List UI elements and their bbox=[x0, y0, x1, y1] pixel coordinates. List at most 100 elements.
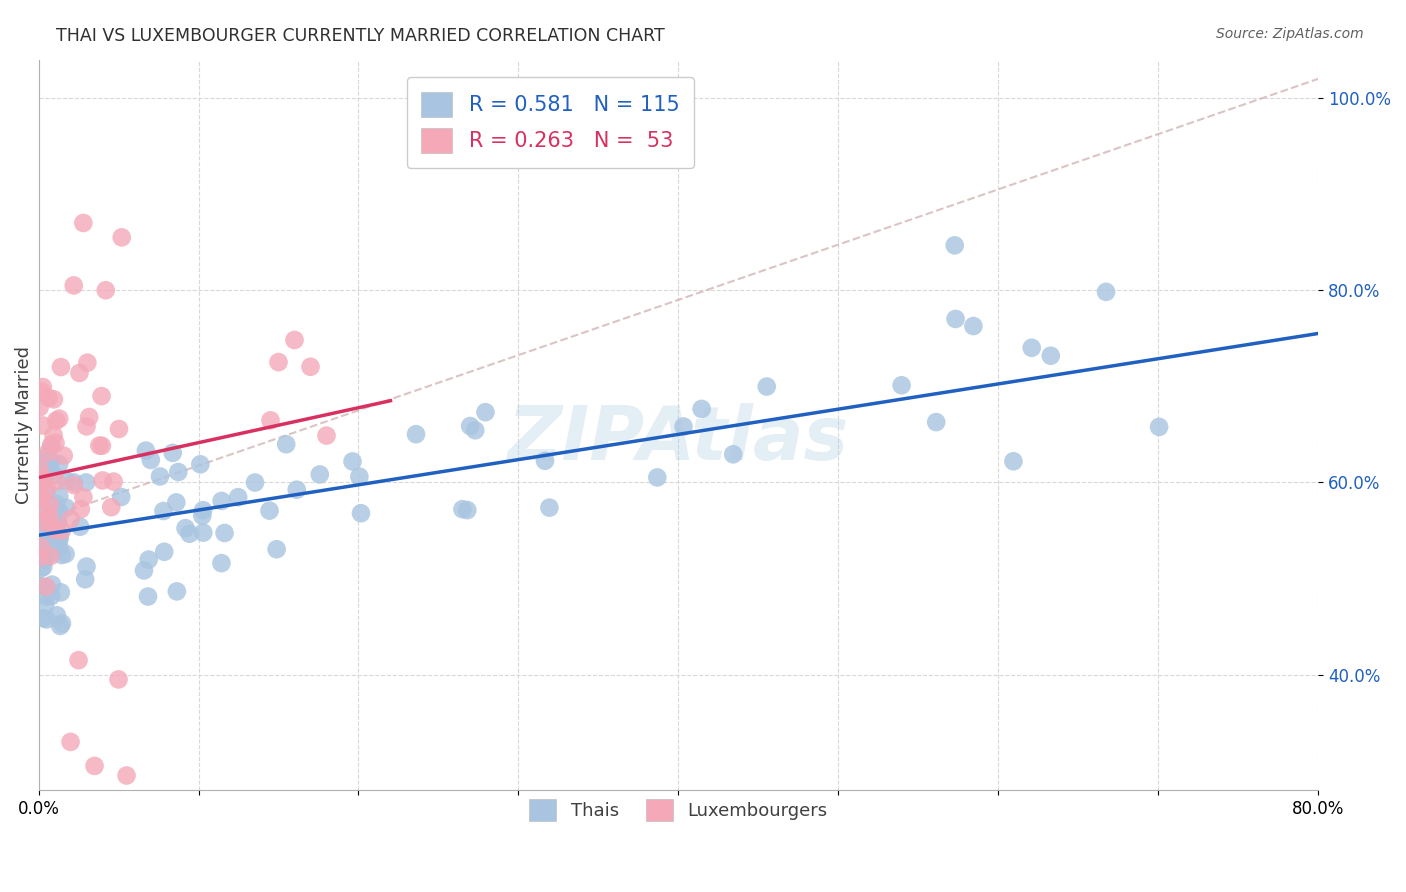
Point bbox=[350, 506, 373, 520]
Point bbox=[75, 572, 97, 586]
Point bbox=[28, 480, 51, 494]
Point bbox=[458, 419, 481, 434]
Point bbox=[48, 539, 70, 553]
Point bbox=[1039, 349, 1062, 363]
Point bbox=[44, 436, 66, 450]
Point bbox=[28, 461, 51, 475]
Point bbox=[167, 465, 190, 479]
Point bbox=[49, 359, 72, 374]
Point bbox=[226, 490, 249, 504]
Point bbox=[46, 516, 69, 531]
Point bbox=[38, 498, 60, 512]
Point bbox=[308, 467, 330, 482]
Point bbox=[32, 560, 55, 574]
Point bbox=[690, 401, 713, 416]
Point bbox=[108, 422, 131, 436]
Point bbox=[34, 505, 56, 519]
Point bbox=[90, 439, 112, 453]
Point bbox=[35, 485, 58, 500]
Point bbox=[31, 456, 53, 470]
Point bbox=[30, 491, 52, 505]
Point bbox=[285, 483, 308, 497]
Point bbox=[283, 333, 305, 347]
Point bbox=[152, 504, 174, 518]
Point bbox=[451, 502, 474, 516]
Point bbox=[38, 516, 60, 531]
Point bbox=[27, 524, 49, 539]
Text: ZIPAtlas: ZIPAtlas bbox=[508, 403, 849, 475]
Point bbox=[31, 470, 53, 484]
Point bbox=[35, 581, 58, 595]
Point bbox=[111, 230, 134, 244]
Point bbox=[52, 449, 75, 463]
Point bbox=[28, 579, 51, 593]
Point bbox=[1021, 341, 1043, 355]
Point bbox=[62, 475, 84, 490]
Point bbox=[174, 521, 197, 535]
Point bbox=[755, 379, 778, 393]
Point bbox=[46, 515, 69, 529]
Point bbox=[30, 525, 52, 540]
Point bbox=[139, 453, 162, 467]
Point bbox=[100, 500, 122, 515]
Legend: Thais, Luxembourgers: Thais, Luxembourgers bbox=[515, 785, 842, 836]
Point bbox=[76, 419, 98, 434]
Point bbox=[41, 520, 63, 534]
Point bbox=[48, 489, 70, 503]
Point bbox=[45, 537, 67, 551]
Point bbox=[259, 413, 281, 427]
Point bbox=[30, 561, 52, 575]
Point bbox=[45, 497, 67, 511]
Point bbox=[149, 469, 172, 483]
Point bbox=[42, 523, 65, 537]
Point bbox=[474, 405, 496, 419]
Point bbox=[83, 759, 105, 773]
Point bbox=[69, 502, 91, 516]
Point bbox=[59, 512, 82, 526]
Point bbox=[1002, 454, 1025, 468]
Point bbox=[405, 427, 427, 442]
Point bbox=[48, 529, 70, 543]
Point bbox=[138, 552, 160, 566]
Point bbox=[943, 238, 966, 252]
Point bbox=[30, 475, 52, 490]
Point bbox=[136, 590, 159, 604]
Point bbox=[211, 556, 233, 570]
Text: THAI VS LUXEMBOURGER CURRENTLY MARRIED CORRELATION CHART: THAI VS LUXEMBOURGER CURRENTLY MARRIED C… bbox=[56, 27, 665, 45]
Point bbox=[315, 428, 337, 442]
Point bbox=[42, 428, 65, 442]
Point bbox=[51, 548, 73, 562]
Point bbox=[214, 526, 236, 541]
Point bbox=[90, 389, 112, 403]
Point bbox=[44, 468, 66, 483]
Point bbox=[107, 673, 129, 687]
Y-axis label: Currently Married: Currently Married bbox=[15, 346, 32, 504]
Point bbox=[76, 559, 98, 574]
Point bbox=[456, 503, 478, 517]
Point bbox=[39, 437, 62, 451]
Point bbox=[42, 392, 65, 407]
Point bbox=[103, 475, 125, 489]
Point bbox=[31, 384, 53, 399]
Point bbox=[34, 598, 56, 612]
Point bbox=[276, 437, 298, 451]
Point bbox=[48, 457, 70, 471]
Point bbox=[31, 469, 53, 483]
Point bbox=[39, 510, 62, 524]
Point bbox=[193, 525, 215, 540]
Point bbox=[39, 589, 62, 603]
Point bbox=[30, 461, 52, 475]
Point bbox=[48, 505, 70, 519]
Point bbox=[259, 503, 281, 517]
Point bbox=[179, 526, 201, 541]
Point bbox=[153, 545, 176, 559]
Point bbox=[1147, 420, 1170, 434]
Point bbox=[31, 533, 53, 548]
Point bbox=[72, 490, 94, 504]
Point bbox=[69, 366, 91, 380]
Point bbox=[59, 735, 82, 749]
Point bbox=[45, 414, 67, 428]
Point bbox=[67, 653, 90, 667]
Point bbox=[91, 474, 114, 488]
Point bbox=[962, 319, 984, 334]
